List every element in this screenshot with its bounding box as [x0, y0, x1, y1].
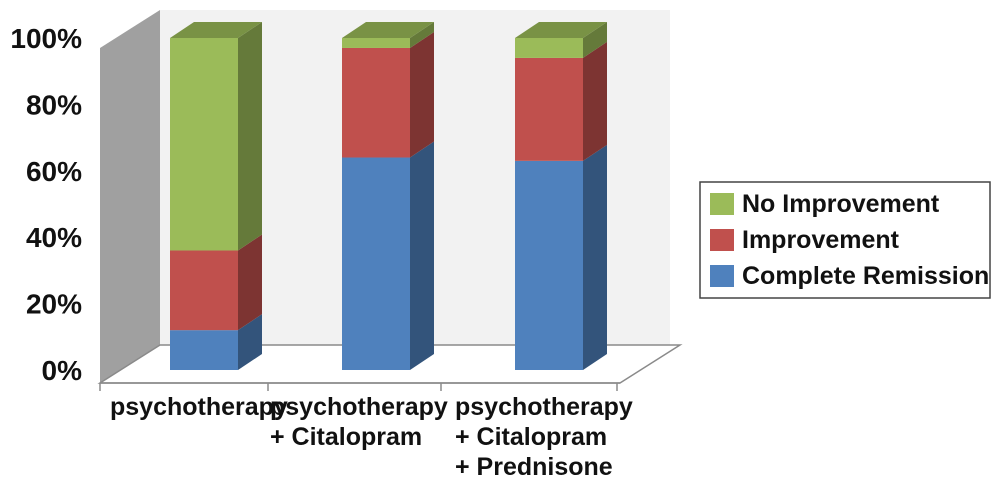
legend-swatch-complete-remission: [710, 265, 734, 287]
y-tick-label: 20%: [26, 289, 82, 320]
bar-side-no-improvement: [583, 22, 607, 58]
bar-segment-improvement: [170, 250, 238, 331]
y-tick-label: 80%: [26, 89, 82, 120]
bar-side-no-improvement: [238, 22, 262, 251]
y-tick-label: 60%: [26, 156, 82, 187]
bar-top-no-improvement: [515, 22, 607, 38]
side-wall: [100, 10, 160, 383]
legend-label-no-improvement: No Improvement: [742, 190, 940, 218]
bar-segment-no-improvement: [515, 38, 583, 58]
bar-stack: [170, 22, 262, 370]
bar-side-improvement: [410, 31, 434, 158]
y-tick-label: 0%: [42, 355, 83, 386]
bar-segment-complete-remission: [515, 160, 583, 370]
bar-stack: [515, 22, 607, 370]
legend-swatch-improvement: [710, 229, 734, 251]
bar-side-complete-remission: [238, 314, 262, 370]
bar-side-complete-remission: [583, 144, 607, 370]
bar-segment-improvement: [515, 57, 583, 161]
bar-segment-no-improvement: [342, 38, 410, 48]
legend-swatch-no-improvement: [710, 193, 734, 215]
bar-side-improvement: [583, 41, 607, 161]
legend-box: [699, 181, 991, 299]
x-category-label: psychotherapy + Citalopram + Prednisone: [455, 393, 633, 481]
bar-segment-improvement: [342, 47, 410, 158]
y-tick-label: 100%: [10, 23, 82, 54]
bar-segment-complete-remission: [342, 157, 410, 370]
x-category-label: psychotherapy + Citalopram: [270, 393, 448, 451]
bar-side-complete-remission: [410, 141, 434, 370]
y-tick-label: 40%: [26, 222, 82, 253]
legend-label-improvement: Improvement: [742, 226, 900, 254]
bar-top-no-improvement: [342, 22, 434, 38]
bar-segment-complete-remission: [170, 330, 238, 370]
legend-label-complete-remission: Complete Remission: [742, 262, 989, 290]
bar-side-improvement: [238, 234, 262, 331]
bar-stack: [342, 22, 434, 370]
bar-side-no-improvement: [410, 22, 434, 48]
bar-top-no-improvement: [170, 22, 262, 38]
bar-segment-no-improvement: [170, 38, 238, 251]
x-category-label: psychotherapy: [110, 393, 288, 421]
